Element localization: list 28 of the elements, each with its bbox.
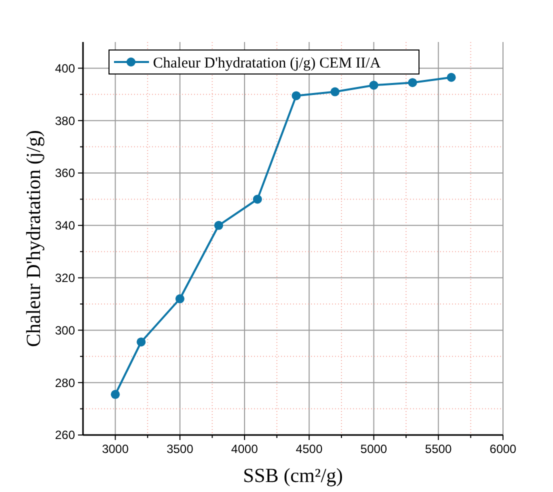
legend-label: Chaleur D'hydratation (j/g) CEM II/A [153,55,381,72]
point [330,87,340,96]
point [446,72,456,82]
y-axis-title: Chaleur D'hydratation (j/g) [23,130,45,347]
x-tick-label: 4000 [231,442,258,456]
point [369,80,378,90]
point [110,390,120,399]
point [175,294,184,304]
point [214,220,224,230]
y-tick-label: 320 [54,271,76,285]
y-tick-label: 260 [54,428,76,442]
x-tick-label: 3000 [102,442,129,456]
x-tick-label: 6000 [490,442,517,456]
x-tick-label: 3500 [166,442,194,456]
point [136,337,146,346]
y-tick-label: 280 [54,376,76,390]
point [408,78,418,88]
point [252,194,262,204]
x-axis-title: SSB (cm²/g) [243,465,343,487]
y-tick-label: 360 [54,166,76,180]
y-tick-label: 340 [54,218,76,233]
x-tick-label: 4500 [296,442,323,456]
y-tick-label: 300 [54,323,76,338]
x-tick-label: 5000 [360,442,388,456]
y-tick-label: 400 [54,61,76,76]
point [292,91,301,100]
x-tick-label: 5500 [425,442,452,456]
y-tick-label: 380 [54,114,76,128]
